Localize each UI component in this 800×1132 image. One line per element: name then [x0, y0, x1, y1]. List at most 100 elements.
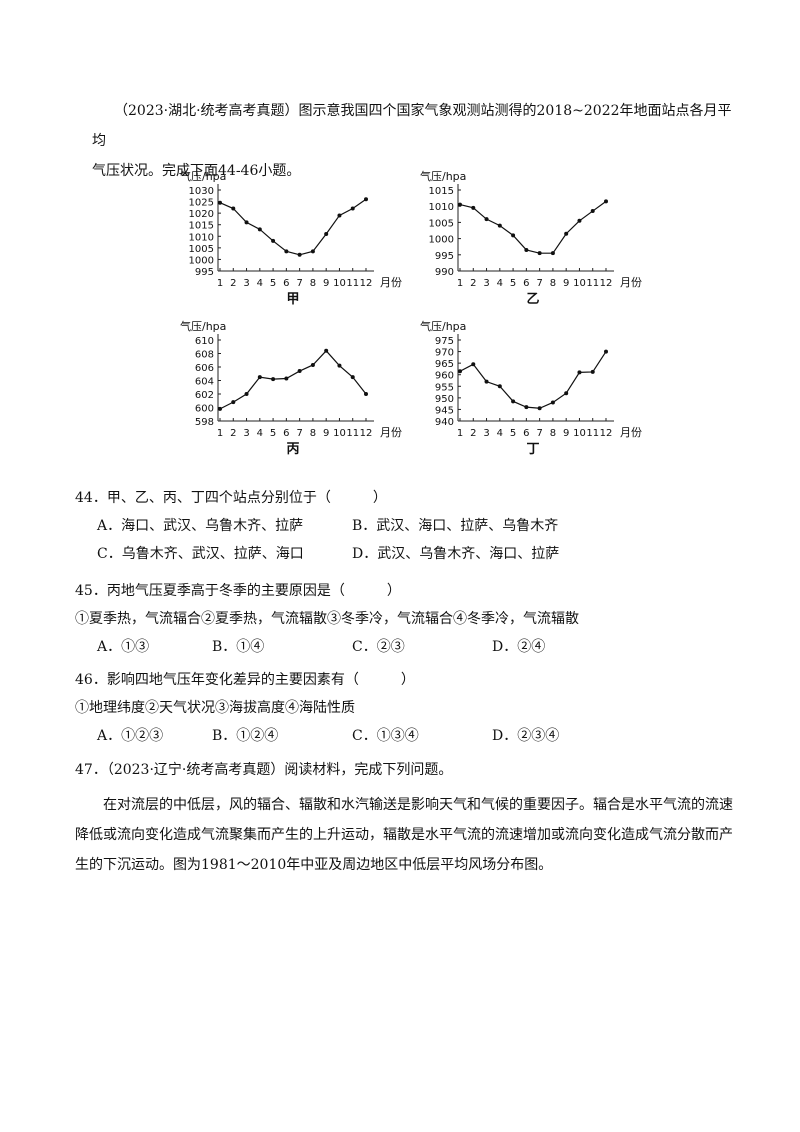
data-point: [364, 392, 368, 396]
data-point: [310, 362, 315, 367]
data-point: [524, 405, 529, 410]
q46-option-c[interactable]: C．①③④: [352, 728, 419, 744]
data-point: [537, 406, 542, 411]
x-tick-label: 1: [457, 428, 463, 439]
x-axis-label: 月份: [380, 426, 402, 439]
x-tick-label: 9: [323, 278, 329, 289]
q44-stem: 44．甲、乙、丙、丁四个站点分别位于（ ）: [75, 490, 387, 506]
q45-option-b[interactable]: B．①④: [212, 639, 265, 655]
chart-yi: 气压/hpa 990 995 1000 1005 1010 1015 1 2 3 4 5 6 7 8 9 10 1…: [410, 168, 642, 318]
x-tick-label: 4: [257, 278, 263, 289]
station-name: 乙: [526, 292, 539, 307]
data-point: [271, 238, 276, 243]
data-point: [537, 251, 542, 256]
y-tick-label: 1025: [189, 198, 214, 209]
q45-option-c[interactable]: C．②③: [352, 639, 405, 655]
x-tick-label: 2: [470, 278, 476, 289]
q44-option-d[interactable]: D．武汉、乌鲁木齐、海口、拉萨: [352, 546, 560, 562]
x-tick-label: 2: [230, 278, 236, 289]
data-point: [350, 206, 355, 211]
q45-option-d[interactable]: D．②④: [492, 639, 546, 655]
y-tick-label: 606: [195, 363, 214, 374]
y-tick-label: 940: [435, 417, 454, 428]
x-tick-label: 1: [217, 428, 223, 439]
data-point: [550, 400, 555, 405]
q46-option-d[interactable]: D．②③④: [492, 728, 560, 744]
data-point: [244, 392, 249, 396]
x-tick-label: 2: [470, 428, 476, 439]
data-point: [297, 369, 302, 374]
station-name: 丙: [286, 442, 299, 457]
data-point: [604, 199, 608, 204]
data-point: [218, 200, 222, 205]
y-tick-label: 1010: [429, 202, 454, 213]
intro-text: （2023·湖北·统考高考真题）图示意我国四个国家气象观测站测得的2018~20…: [92, 96, 732, 186]
x-tick-label: 3: [243, 278, 249, 289]
y-tick-label: 1020: [189, 209, 214, 220]
q47-stem: 47．（2023·辽宁·统考高考真题）阅读材料，完成下列问题。: [75, 762, 453, 778]
x-tick-label: 7: [296, 428, 302, 439]
x-tick-label: 4: [257, 428, 263, 439]
data-point: [524, 247, 529, 252]
x-tick-label: 3: [243, 428, 249, 439]
q46-option-b[interactable]: B．①②④: [212, 728, 279, 744]
x-tick-label: 10: [333, 278, 346, 289]
data-point: [284, 249, 289, 254]
chart-bing: 气压/hpa 598 600 602 604 606 608 610 1 2 3 4 5 6 7 8 9 10 11…: [170, 318, 402, 468]
data-point: [604, 349, 608, 354]
data-point: [310, 249, 315, 254]
q45-options: A．①③ B．①④ C．②③ D．②④: [75, 633, 735, 661]
x-tick-label: 5: [270, 278, 276, 289]
data-point: [271, 377, 276, 382]
x-tick-label: 7: [536, 428, 542, 439]
data-point: [497, 384, 502, 389]
y-axis-label: 气压/hpa: [420, 319, 466, 333]
data-point: [564, 391, 569, 396]
x-tick-label: 7: [536, 278, 542, 289]
data-point: [337, 363, 342, 368]
x-axis-label: 月份: [380, 276, 402, 289]
intro-line-2: 气压状况。完成下面44-46小题。: [92, 163, 301, 179]
x-axis-label: 月份: [620, 276, 642, 289]
question-47: 47．（2023·辽宁·统考高考真题）阅读材料，完成下列问题。: [75, 756, 735, 784]
q45-option-a[interactable]: A．①③: [97, 639, 150, 655]
data-point: [564, 231, 569, 236]
data-point: [577, 370, 582, 375]
y-tick-label: 1005: [189, 244, 214, 255]
x-tick-label: 11: [346, 278, 359, 289]
x-tick-label: 5: [510, 428, 516, 439]
question-45: 45．丙地气压夏季高于冬季的主要原因是（ ） ①夏季热，气流辐合②夏季热，气流辐…: [75, 577, 735, 661]
q45-stem: 45．丙地气压夏季高于冬季的主要原因是（ ）: [75, 583, 401, 599]
x-tick-label: 11: [586, 428, 599, 439]
data-point: [471, 362, 476, 367]
y-tick-label: 995: [435, 251, 454, 262]
y-tick-label: 602: [195, 390, 214, 401]
q44-options-row-2: C．乌鲁木齐、武汉、拉萨、海口 D．武汉、乌鲁木齐、海口、拉萨: [75, 540, 735, 568]
x-tick-label: 9: [563, 428, 569, 439]
x-tick-label: 12: [600, 278, 613, 289]
x-tick-label: 6: [283, 428, 289, 439]
x-tick-label: 4: [497, 428, 503, 439]
x-tick-label: 11: [346, 428, 359, 439]
q44-option-a[interactable]: A．海口、武汉、乌鲁木齐、拉萨: [97, 518, 304, 534]
y-tick-label: 1000: [429, 235, 454, 246]
station-name: 丁: [526, 442, 539, 457]
data-point: [231, 206, 236, 211]
y-tick-label: 1000: [189, 255, 214, 266]
data-point: [364, 197, 368, 202]
y-tick-label: 955: [435, 382, 454, 393]
y-tick-label: 1015: [429, 186, 454, 197]
data-point: [484, 217, 489, 222]
q46-option-a[interactable]: A．①②③: [97, 728, 164, 744]
x-tick-label: 3: [483, 428, 489, 439]
x-tick-label: 7: [296, 278, 302, 289]
data-point: [550, 251, 555, 256]
data-point: [350, 375, 355, 380]
data-point: [244, 220, 249, 225]
intro-line-1: （2023·湖北·统考高考真题）图示意我国四个国家气象观测站测得的2018~20…: [92, 103, 732, 149]
y-tick-label: 1015: [189, 221, 214, 232]
q44-options-row-1: A．海口、武汉、乌鲁木齐、拉萨 B．武汉、海口、拉萨、乌鲁木齐: [75, 512, 735, 540]
q44-option-c[interactable]: C．乌鲁木齐、武汉、拉萨、海口: [97, 546, 304, 562]
q44-option-b[interactable]: B．武汉、海口、拉萨、乌鲁木齐: [352, 518, 559, 534]
